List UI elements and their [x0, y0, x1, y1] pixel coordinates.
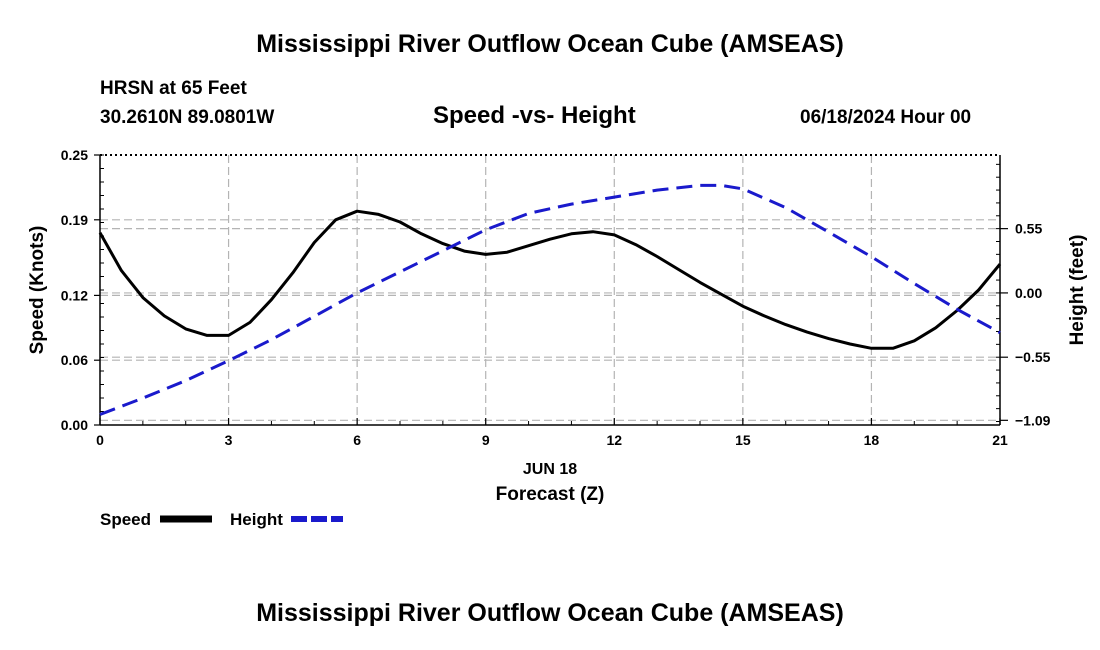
main-title: Mississippi River Outflow Ocean Cube (AM… [256, 30, 844, 58]
station-label: HRSN at 65 Feet [100, 78, 247, 99]
x-tick-label: 15 [735, 432, 751, 448]
x-tick-label: 9 [482, 432, 490, 448]
height-series-line [99, 183, 1001, 416]
x-tick-label: 12 [606, 432, 622, 448]
speed-series-line [98, 209, 1002, 350]
x-tick-label: 21 [992, 432, 1008, 448]
forecast-datetime: 06/18/2024 Hour 00 [800, 107, 972, 128]
y-right-tick-label: −0.55 [1015, 349, 1051, 365]
y-left-axis-title: Speed (Knots) [27, 226, 48, 355]
legend-speed-label: Speed [100, 510, 152, 529]
x-tick-label: 6 [353, 432, 361, 448]
y-left-tick-label: 0.19 [61, 212, 88, 228]
y-left-tick-label: 0.00 [61, 417, 88, 433]
footer-title: Mississippi River Outflow Ocean Cube (AM… [256, 599, 844, 627]
y-right-axis-title: Height (feet) [1067, 235, 1088, 346]
y-right-tick-label: 0.55 [1015, 221, 1042, 237]
legend-height-label: Height [230, 510, 283, 529]
y-left-tick-label: 0.06 [61, 352, 88, 368]
x-tick-label: 0 [96, 432, 104, 448]
coordinates-label: 30.2610N 89.0801W [100, 107, 275, 128]
y-left-tick-label: 0.12 [61, 287, 88, 303]
x-tick-label: 18 [864, 432, 880, 448]
x-date-label: JUN 18 [523, 461, 577, 478]
chart-subtitle: Speed -vs- Height [433, 102, 636, 129]
y-right-tick-label: −1.09 [1015, 412, 1051, 428]
x-axis-title: Forecast (Z) [496, 484, 605, 505]
y-left-tick-label: 0.25 [61, 147, 88, 163]
y-right-tick-label: 0.00 [1015, 285, 1042, 301]
x-tick-label: 3 [225, 432, 233, 448]
